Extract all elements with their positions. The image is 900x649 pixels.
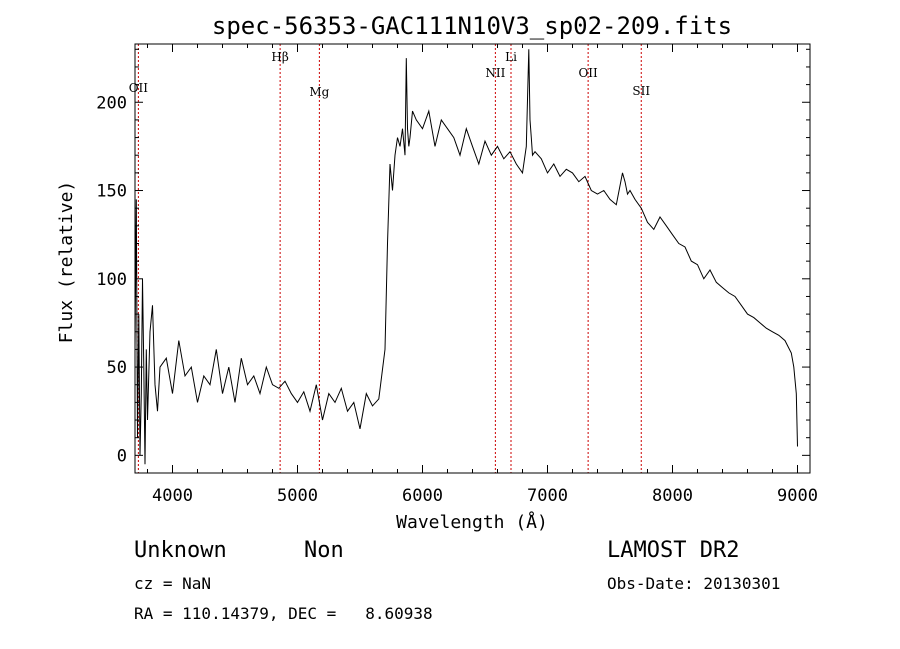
chart-title: spec-56353-GAC111N10V3_sp02-209.fits [212, 12, 732, 40]
marker-label: SII [632, 84, 650, 98]
x-tick-label: 6000 [402, 486, 443, 506]
y-tick-label: 150 [96, 182, 127, 202]
redshift-text: cz = NaN [134, 574, 212, 593]
y-axis: 0 50 100 150 200 [96, 48, 810, 466]
coordinates-text: RA = 110.14379, DEC = 8.60938 [134, 604, 433, 623]
release-label: LAMOST DR2 [607, 538, 740, 563]
class-label: Unknown [134, 538, 227, 563]
marker-label: Hβ [271, 50, 288, 64]
x-axis-label: Wavelength (Å) [396, 511, 548, 533]
plot-frame [134, 43, 811, 474]
obs-date-text: Obs-Date: 20130301 [607, 574, 781, 593]
y-tick-label: 0 [117, 446, 127, 466]
x-axis: 4000 5000 6000 7000 8000 9000 [147, 44, 818, 506]
subclass-label: Non [304, 538, 344, 563]
x-tick-label: 5000 [277, 486, 318, 506]
y-tick-label: 50 [107, 358, 127, 378]
marker-label: OII [129, 81, 149, 95]
spectrum-line [134, 49, 798, 465]
x-tick-label: 8000 [652, 486, 693, 506]
marker-label: Mg [309, 85, 329, 99]
x-tick-label: 9000 [777, 486, 818, 506]
x-tick-label: 7000 [527, 486, 568, 506]
marker-label: OII [578, 66, 598, 80]
marker-label: NII [485, 66, 505, 80]
y-tick-label: 100 [96, 270, 127, 290]
x-tick-label: 4000 [152, 486, 193, 506]
marker-label: Li [505, 50, 517, 64]
y-tick-label: 200 [96, 93, 127, 113]
y-axis-label: Flux (relative) [56, 181, 77, 344]
